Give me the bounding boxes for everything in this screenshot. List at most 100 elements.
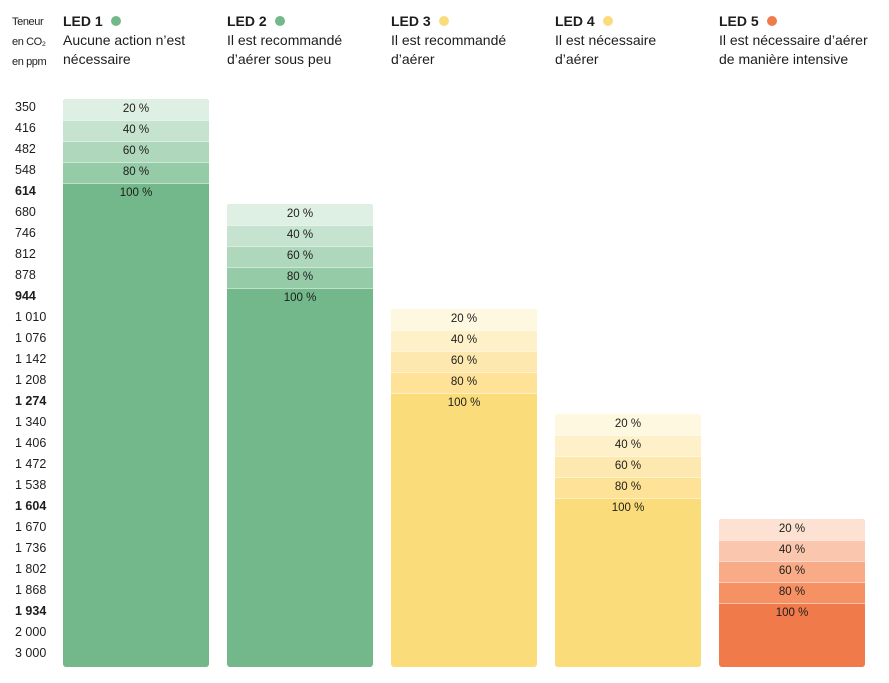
y-tick-label: 1 934	[15, 604, 47, 618]
led-label: LED 4	[555, 13, 595, 29]
segment-divider	[391, 351, 537, 352]
led-title: LED 3	[391, 12, 556, 30]
y-tick-label: 482	[15, 142, 36, 156]
led-description: Aucune action n’est nécessaire	[63, 31, 228, 69]
segment-divider	[719, 540, 865, 541]
bar-level-segment: 100 %	[391, 393, 537, 414]
led-description-line: de manière intensive	[719, 51, 849, 67]
led-header: LED 3 Il est recommandé d’aérer	[391, 12, 556, 69]
bar-level-segment: 80 %	[63, 162, 209, 183]
bar-level-segment: 40 %	[63, 120, 209, 141]
y-tick-label: 1 670	[15, 520, 47, 534]
y-tick-label: 416	[15, 121, 36, 135]
segment-divider	[719, 603, 865, 604]
y-tick-label: 1 604	[15, 499, 47, 513]
segment-divider	[63, 162, 209, 163]
led-bar: 20 % 40 % 60 % 80 % 100 %	[391, 309, 537, 667]
y-tick-label: 1 340	[15, 415, 47, 429]
y-tick-label: 2 000	[15, 625, 47, 639]
segment-divider	[719, 582, 865, 583]
y-tick-label: 878	[15, 268, 36, 282]
led-dot-icon	[766, 16, 777, 26]
led-title: LED 2	[227, 12, 392, 30]
y-tick-label: 812	[15, 247, 36, 261]
y-tick-label: 3 000	[15, 646, 47, 660]
led-dot-icon	[438, 16, 449, 26]
led-label: LED 5	[719, 13, 759, 29]
led-description-line: Il est recommandé	[227, 32, 343, 48]
y-tick-label: 1 538	[15, 478, 47, 492]
bar-level-segment: 60 %	[227, 246, 373, 267]
segment-divider	[555, 498, 701, 499]
led-label: LED 3	[391, 13, 431, 29]
y-tick-label: 548	[15, 163, 36, 177]
bar-level-segment: 80 %	[391, 372, 537, 393]
y-tick-label: 350	[15, 100, 36, 114]
led-bar: 20 % 40 % 60 % 80 % 100 %	[555, 414, 701, 667]
y-tick-label: 1 802	[15, 562, 47, 576]
led-description-line: d’aérer	[391, 51, 435, 67]
led-description-line: Il est nécessaire d’aérer	[719, 32, 868, 48]
segment-divider	[227, 246, 373, 247]
y-tick-label: 1 406	[15, 436, 47, 450]
led-dot-icon	[110, 16, 121, 26]
bar-level-segment: 80 %	[719, 582, 865, 603]
bar-level-segment: 20 %	[719, 519, 865, 540]
y-tick-label: 1 142	[15, 352, 47, 366]
segment-divider	[555, 456, 701, 457]
led-description-line: d’aérer sous peu	[227, 51, 332, 67]
led-description-line: Il est recommandé	[391, 32, 507, 48]
led-description: Il est recommandé d’aérer sous peu	[227, 31, 392, 69]
y-tick-label: 680	[15, 205, 36, 219]
bar-level-segment: 40 %	[719, 540, 865, 561]
y-axis-title: Teneur en CO₂ en ppm	[12, 12, 58, 72]
y-axis-title-line: en ppm	[12, 56, 47, 68]
led-description-line: nécessaire	[63, 51, 131, 67]
bar-level-segment: 20 %	[391, 309, 537, 330]
led-dot-icon	[274, 16, 285, 26]
led-bar: 20 % 40 % 60 % 80 % 100 %	[227, 204, 373, 667]
led-title: LED 1	[63, 12, 228, 30]
y-tick-label: 1 472	[15, 457, 47, 471]
led-description-line: d’aérer	[555, 51, 599, 67]
bar-level-segment: 20 %	[227, 204, 373, 225]
bar-level-segment: 60 %	[391, 351, 537, 372]
y-tick-label: 746	[15, 226, 36, 240]
segment-divider	[391, 393, 537, 394]
bar-level-segment: 20 %	[555, 414, 701, 435]
segment-divider	[227, 225, 373, 226]
y-tick-label: 1 274	[15, 394, 47, 408]
y-tick-label: 1 208	[15, 373, 47, 387]
led-bar: 20 % 40 % 60 % 80 % 100 %	[719, 519, 865, 667]
led-title: LED 4	[555, 12, 720, 30]
y-tick-label: 1 010	[15, 310, 47, 324]
bar-level-segment: 80 %	[227, 267, 373, 288]
bar-level-segment: 100 %	[63, 183, 209, 204]
y-tick-label: 1 076	[15, 331, 47, 345]
segment-divider	[63, 120, 209, 121]
led-bar: 20 % 40 % 60 % 80 % 100 %	[63, 99, 209, 667]
segment-divider	[227, 267, 373, 268]
y-tick-label: 1 736	[15, 541, 47, 555]
bar-level-segment: 60 %	[719, 561, 865, 582]
led-label: LED 1	[63, 13, 103, 29]
bar-level-segment: 40 %	[555, 435, 701, 456]
segment-divider	[555, 435, 701, 436]
y-axis-title-line: Teneur	[12, 16, 44, 28]
led-header: LED 5 Il est nécessaire d’aérer de manière…	[719, 12, 884, 69]
segment-divider	[63, 183, 209, 184]
bar-level-segment: 40 %	[227, 225, 373, 246]
led-description: Il est nécessaire d’aérer de manière inte…	[719, 31, 884, 69]
led-description: Il est recommandé d’aérer	[391, 31, 556, 69]
bar-level-segment: 100 %	[555, 498, 701, 519]
y-tick-label: 1 868	[15, 583, 47, 597]
bar-level-segment: 100 %	[719, 603, 865, 624]
led-label: LED 2	[227, 13, 267, 29]
segment-divider	[555, 477, 701, 478]
led-description-line: Il est nécessaire	[555, 32, 657, 48]
led-title: LED 5	[719, 12, 884, 30]
led-description: Il est nécessaire d’aérer	[555, 31, 720, 69]
segment-divider	[391, 330, 537, 331]
bar-level-segment: 20 %	[63, 99, 209, 120]
